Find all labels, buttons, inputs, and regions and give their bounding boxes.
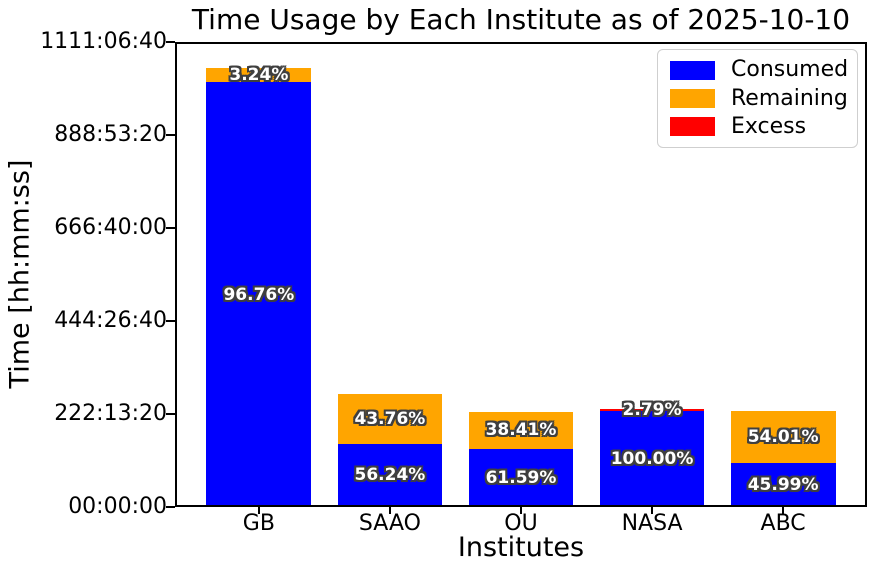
x-tick-label: ABC [760,511,806,536]
bar-label: 54.01% [747,427,819,448]
legend-swatch-remaining [670,89,715,108]
legend-label: Consumed [731,57,849,83]
y-tick-label: 222:13:20 [54,401,167,426]
legend: Consumed Remaining Excess [657,49,858,148]
x-tick-mark [388,507,391,514]
legend-swatch-excess [670,117,715,137]
y-tick-label: 1111:06:40 [40,29,167,54]
x-tick-mark [520,507,522,514]
legend-row: Excess [670,113,845,139]
y-tick-mark [166,413,175,415]
x-tick-label: SAAO [358,511,421,536]
bar-segment-consumed [337,443,443,507]
x-axis-label: Institutes [457,532,585,563]
bar-label: 61.59% [485,467,557,488]
y-tick-label: 666:40:00 [54,215,167,240]
bar-segment-consumed [206,82,312,507]
x-tick-mark [651,507,654,514]
bar-label: 100.00% [610,449,694,470]
y-tick-mark [166,134,175,136]
bar-label: 38.41% [485,420,557,441]
bar-label: 96.76% [223,284,295,305]
x-tick-label: NASA [621,511,683,536]
x-tick-label: OU [504,511,538,536]
y-tick-label: 888:53:20 [54,122,167,147]
bar-segment-remaining [468,412,574,449]
bar-label: 3.24% [229,65,289,86]
chart-title: Time Usage by Each Institute as of 2025-… [191,3,851,36]
bar-segment-consumed [730,462,836,507]
y-tick-label: 444:26:40 [54,308,167,333]
bar-segment-excess [599,408,705,412]
bar-label: 56.24% [354,465,426,486]
bar-segment-consumed [468,448,574,507]
y-axis-label: Time [hh:mm:ss] [4,159,36,389]
legend-label: Excess [731,113,807,139]
y-tick-mark [166,320,175,322]
x-tick-mark [782,507,785,514]
bar-segment-remaining [730,411,836,463]
legend-swatch-consumed [670,60,715,80]
y-tick-mark [166,227,175,229]
y-tick-mark [166,506,175,508]
bar-label: 45.99% [747,474,819,495]
bar-segment-remaining [206,67,312,83]
bar-segment-consumed [599,411,705,507]
bar-label: 43.76% [354,408,426,429]
bar-label: 2.79% [622,399,682,420]
legend-row: Consumed [670,57,849,83]
x-tick-label: GB [242,511,275,536]
legend-label: Remaining [731,85,848,111]
bar-segment-remaining [337,394,443,444]
y-tick-label: 00:00:00 [68,494,167,519]
x-tick-mark [257,507,260,514]
y-tick-mark [166,41,175,43]
legend-row: Remaining [670,85,848,111]
